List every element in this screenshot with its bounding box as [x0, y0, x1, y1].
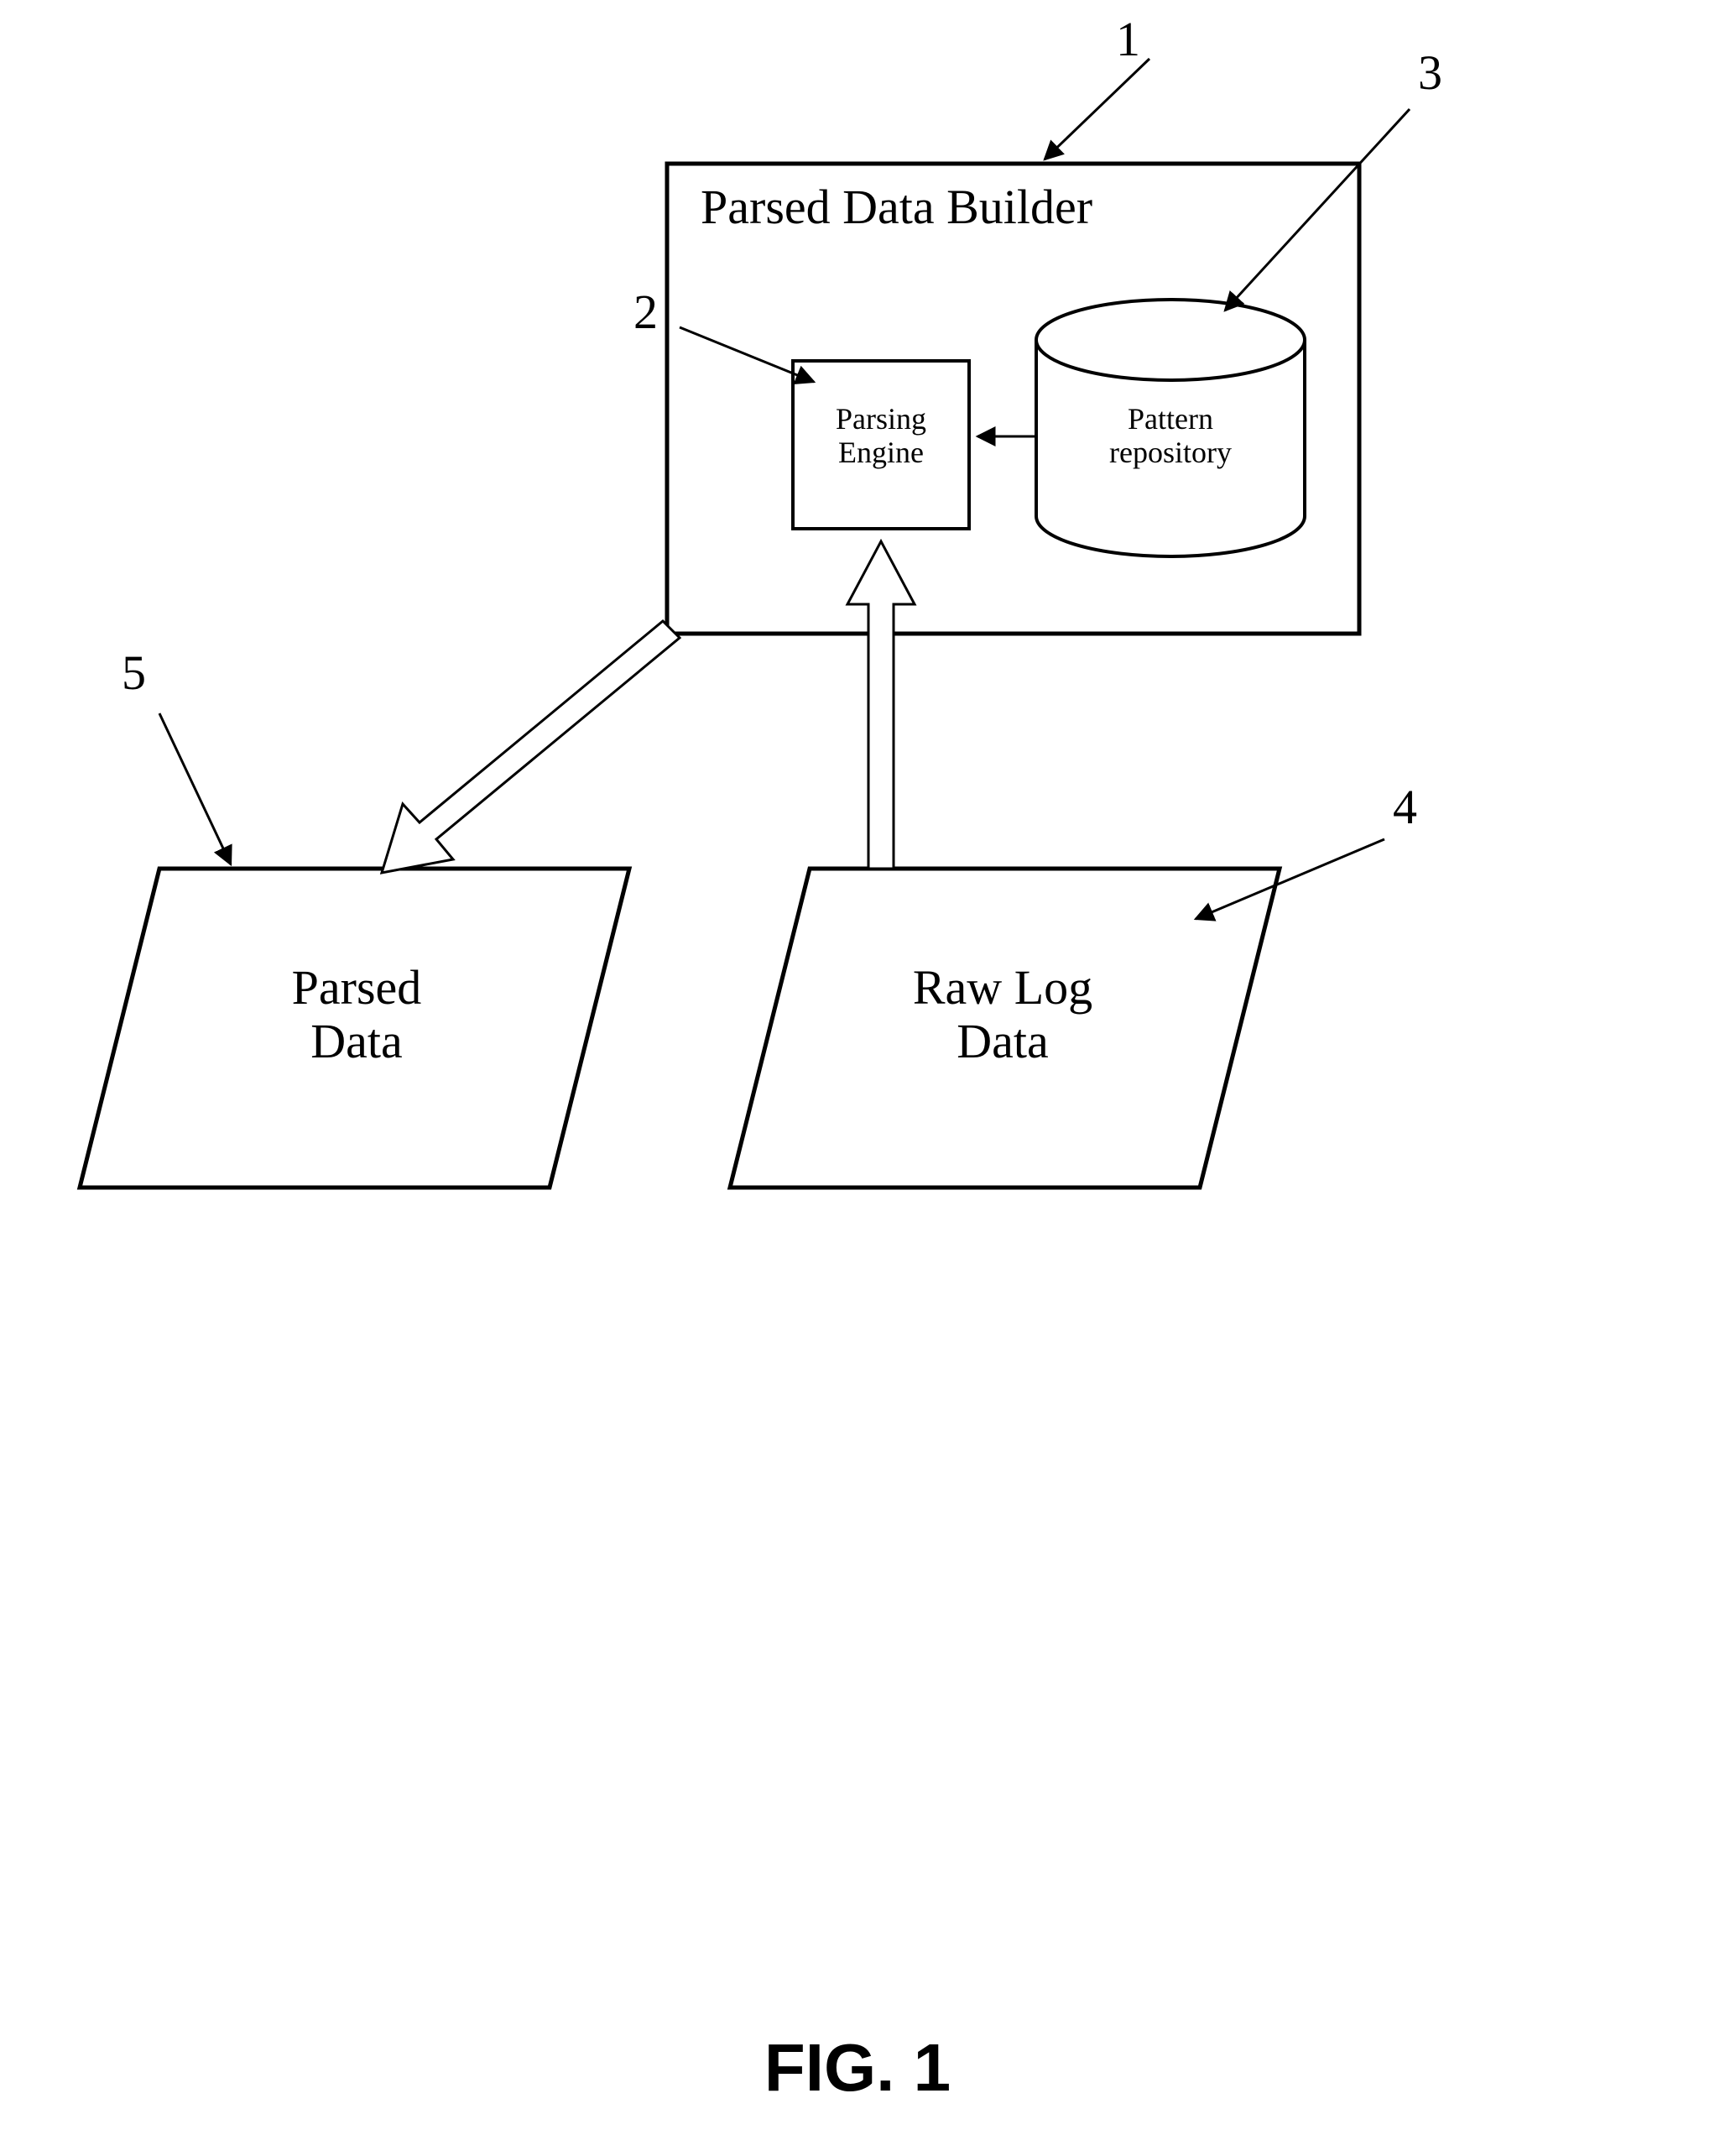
edge-rawlog-engine	[847, 541, 915, 869]
edge-builder-parsed	[382, 621, 680, 873]
callout-2: 2	[633, 285, 658, 339]
callout-5: 5	[122, 646, 146, 700]
callout-3: 3	[1418, 46, 1442, 100]
engine-label: Parsing Engine	[810, 403, 952, 469]
callout-1: 1	[1116, 13, 1140, 66]
rawlog-label: Raw Log Data	[843, 961, 1162, 1068]
diagram-canvas	[0, 0, 1715, 2156]
figure-caption: FIG. 1	[0, 2031, 1715, 2105]
builder-title: Parsed Data Builder	[701, 180, 1092, 234]
repo-label: Pattern repository	[1099, 403, 1242, 469]
callout-4: 4	[1393, 780, 1417, 834]
parsed-label: Parsed Data	[206, 961, 508, 1068]
builder-box	[667, 164, 1359, 634]
